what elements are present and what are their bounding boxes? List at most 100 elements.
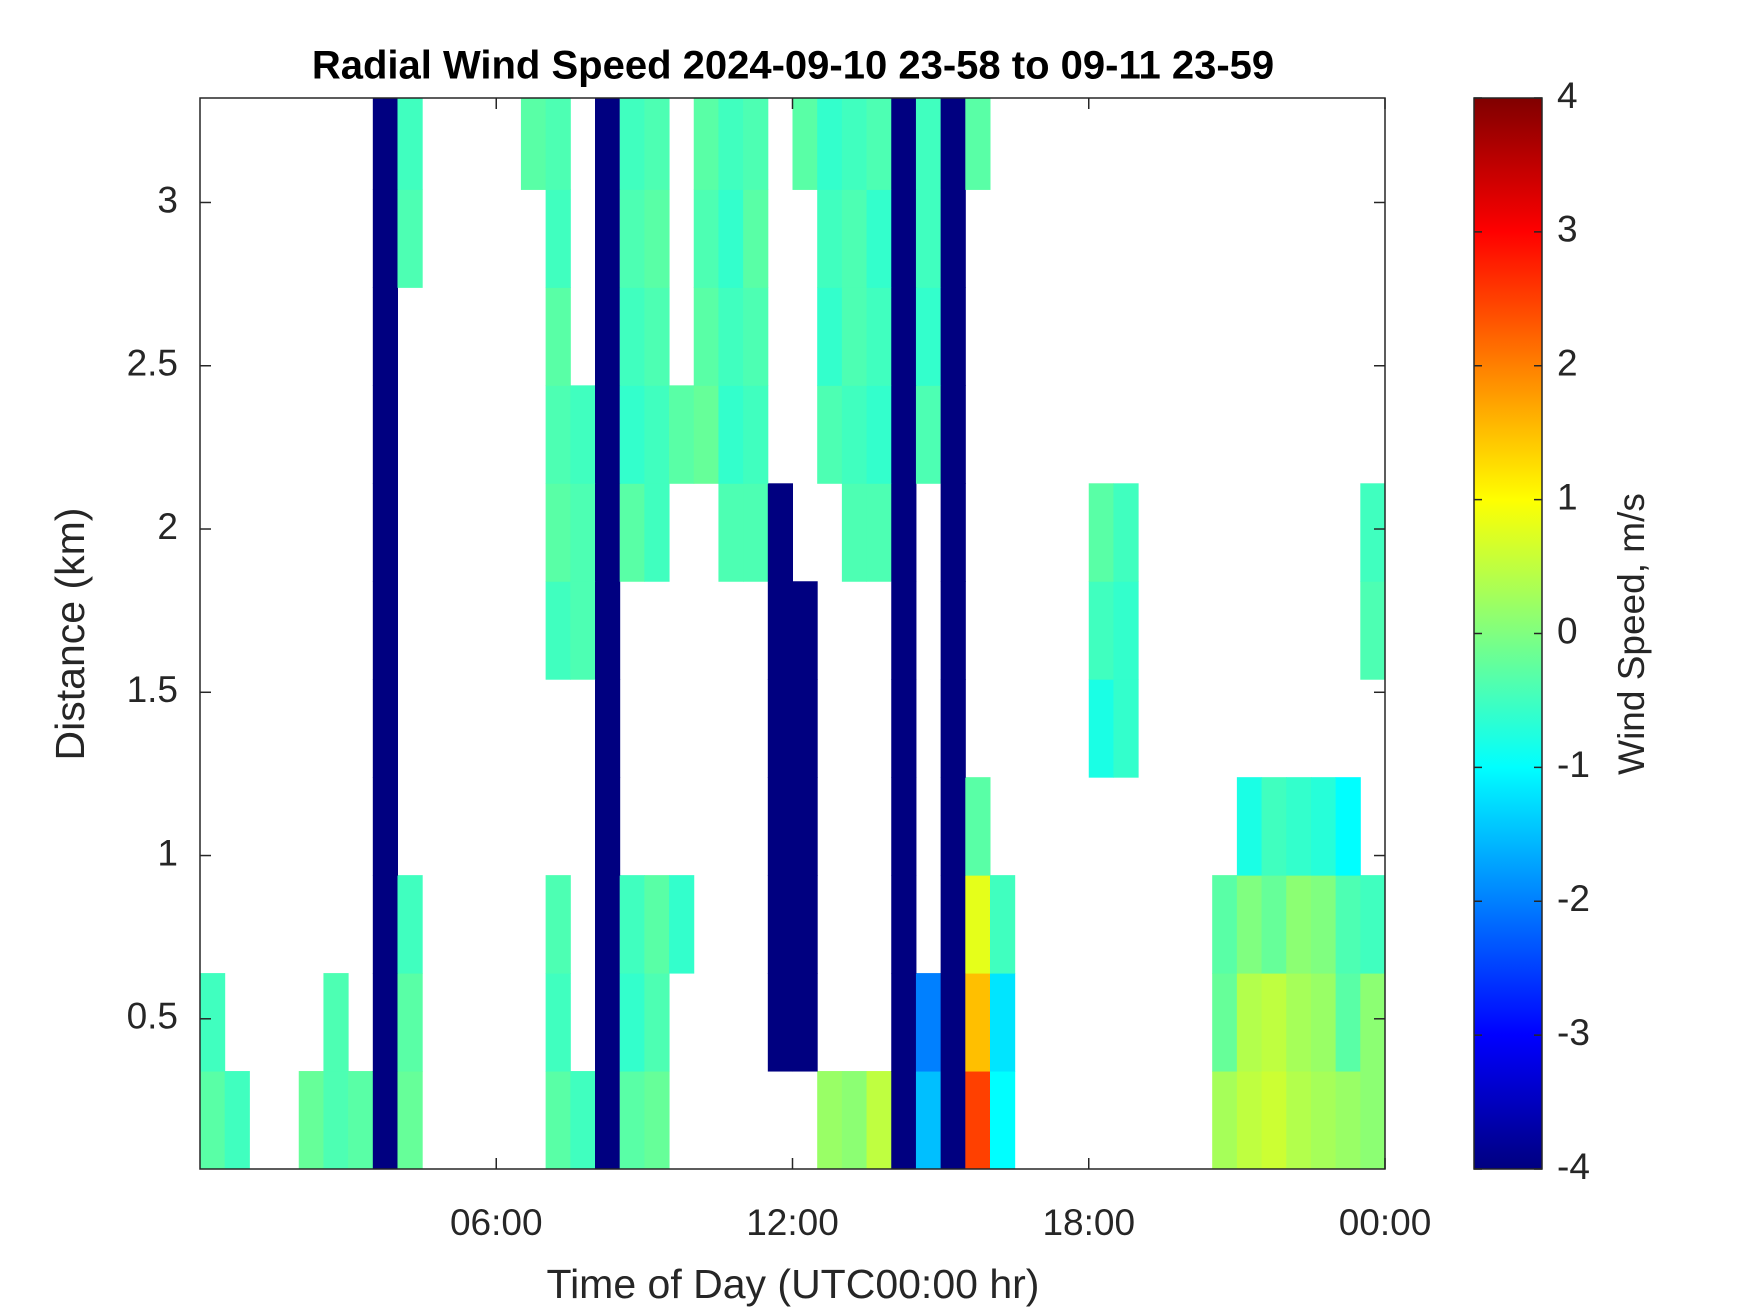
heat-cell [619,1071,645,1170]
heat-cell [1261,875,1287,974]
heat-cell [1236,777,1263,876]
heat-cell [1113,581,1139,680]
heat-cell [841,385,868,484]
heat-cell [891,287,917,386]
heat-cell [595,98,621,190]
heat-cell [1310,1071,1337,1170]
y-tick-label: 2.5 [127,343,178,384]
heat-cell [693,98,719,190]
heat-cell [817,98,843,190]
heat-cell [348,1071,374,1170]
heat-cell [1261,1071,1287,1170]
heat-cell [841,1071,868,1170]
heat-cell [718,98,744,190]
heat-cell [1360,483,1386,582]
heat-cell [792,98,818,190]
heat-cell [595,287,621,386]
heat-cell [693,287,719,386]
heat-cell [298,1071,324,1170]
heat-cell [545,189,571,288]
heat-cell [940,875,966,974]
heat-cell [1310,875,1337,974]
heat-cell [595,973,621,1072]
y-tick-label: 3 [157,179,178,220]
heat-cell [545,875,571,974]
heat-cell [1088,483,1114,582]
heat-cell [545,385,571,484]
heat-cell [841,98,868,190]
heat-cell [619,875,645,974]
heat-cell [940,679,966,778]
heat-cell [891,189,917,288]
heat-cell [1335,875,1361,974]
heat-cell [619,189,645,288]
x-tick-label: 06:00 [450,1202,543,1243]
heat-cell [743,483,769,582]
heat-cell [891,483,917,582]
heat-cell [817,1071,843,1170]
heat-cell [891,777,917,876]
heat-cell [743,98,769,190]
heat-cell [619,287,645,386]
heat-cell [619,385,645,484]
heat-cell [1360,581,1386,680]
heat-cell [619,98,645,190]
heat-cell [693,385,719,484]
heat-cell [718,385,744,484]
y-tick-label: 1.5 [127,669,178,710]
heat-cell [1236,1071,1263,1170]
heat-cell [965,98,991,190]
heat-cell [915,98,942,190]
heat-cell [1212,1071,1238,1170]
colorbar-tick-label: 3 [1557,209,1578,250]
heat-cell [817,287,843,386]
y-tick-label: 2 [157,506,178,547]
heat-cell [200,973,226,1072]
heat-cell [595,1071,621,1170]
heat-cell [940,777,966,876]
heat-cell [595,483,621,582]
y-tick-label: 1 [157,832,178,873]
heat-cell [891,679,917,778]
heat-cell [743,287,769,386]
heat-cell [792,875,818,974]
heat-cell [767,777,793,876]
heat-cell [1286,973,1312,1072]
heat-cell [1088,679,1114,778]
heat-cell [1335,1071,1361,1170]
heat-cell [841,189,868,288]
heat-cell [397,973,423,1072]
heat-cell [644,287,670,386]
heat-cell [1113,483,1139,582]
heat-cell [545,98,571,190]
colorbar-tick-label: 0 [1557,610,1578,651]
heat-cell [792,581,818,680]
heat-cell [693,189,719,288]
heatmap [200,98,1386,1170]
heat-cell [940,189,966,288]
heat-cell [792,973,818,1072]
heat-cell [372,777,398,876]
heat-cell [644,973,670,1072]
heat-cell [866,1071,892,1170]
heat-cell [792,679,818,778]
heat-cell [767,581,793,680]
heat-cell [545,483,571,582]
heat-cell [644,189,670,288]
colorbar [1473,97,1543,1170]
heat-cell [743,189,769,288]
heat-cell [866,483,892,582]
heat-cell [940,1071,966,1170]
heat-cell [323,973,349,1072]
heat-cell [595,385,621,484]
heat-cell [866,98,892,190]
heat-cell [570,385,596,484]
colorbar-tick-label: -1 [1557,744,1590,785]
heat-cell [891,581,917,680]
heat-cell [1261,777,1287,876]
heat-cell [718,189,744,288]
heat-cell [397,189,423,288]
heat-cell [520,98,547,190]
heat-cell [397,1071,423,1170]
